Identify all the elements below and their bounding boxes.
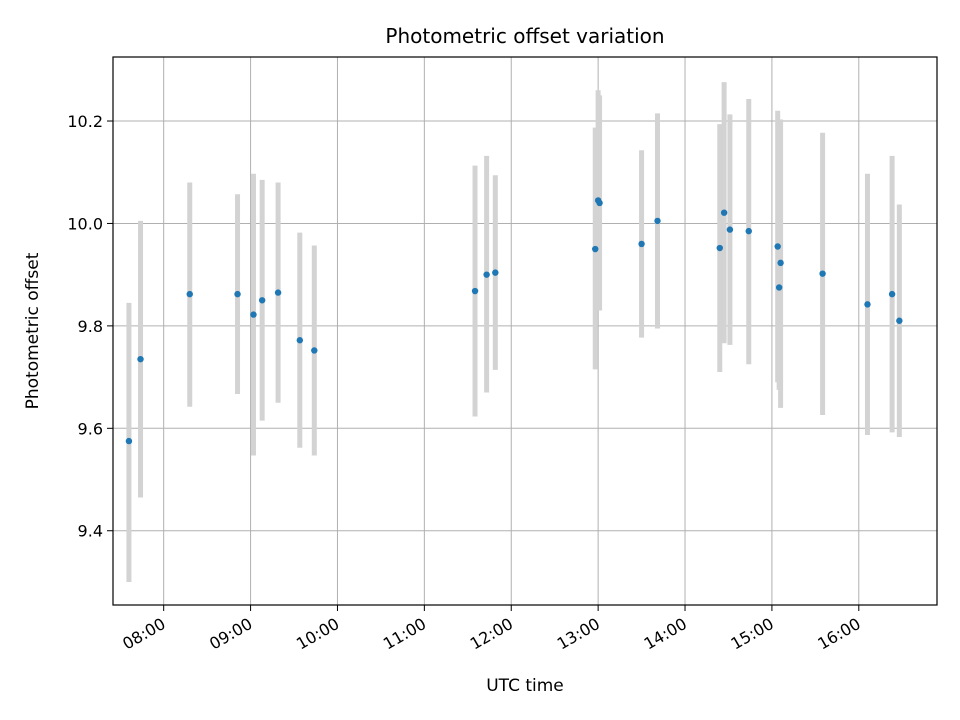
data-point [137, 355, 144, 363]
data-points [125, 197, 903, 445]
data-point [654, 217, 661, 225]
data-point [775, 284, 783, 291]
data-point [483, 271, 490, 278]
y-tick-label: 9.4 [78, 522, 103, 541]
y-tick-label: 10.2 [67, 112, 103, 131]
data-point [125, 437, 133, 445]
data-point [638, 240, 645, 248]
data-point [471, 287, 479, 295]
data-point [777, 259, 784, 267]
data-point [492, 269, 499, 276]
data-point [234, 290, 241, 298]
data-point [745, 227, 752, 235]
y-tick-label: 9.8 [78, 317, 103, 336]
data-point [596, 199, 603, 207]
chart-title: Photometric offset variation [385, 24, 664, 48]
data-point [864, 301, 871, 308]
data-point [258, 297, 266, 304]
data-point [896, 317, 903, 324]
y-axis-label: Photometric offset [23, 252, 43, 409]
data-point [819, 270, 826, 277]
data-point [888, 290, 896, 298]
data-point [274, 289, 282, 296]
x-axis-label: UTC time [486, 676, 564, 696]
y-axis-ticks: 9.4 9.6 9.8 10.0 10.2 [67, 112, 113, 541]
y-tick-label: 9.6 [78, 419, 103, 438]
y-tick-label: 10.0 [67, 214, 103, 233]
data-point [592, 245, 599, 253]
plot-frame [112, 56, 938, 606]
data-point [774, 243, 781, 250]
data-point [720, 209, 728, 216]
data-point [250, 311, 257, 318]
data-point [726, 226, 734, 233]
data-point [716, 244, 723, 252]
data-point [186, 290, 193, 298]
data-point [296, 337, 304, 344]
data-point [311, 347, 318, 354]
